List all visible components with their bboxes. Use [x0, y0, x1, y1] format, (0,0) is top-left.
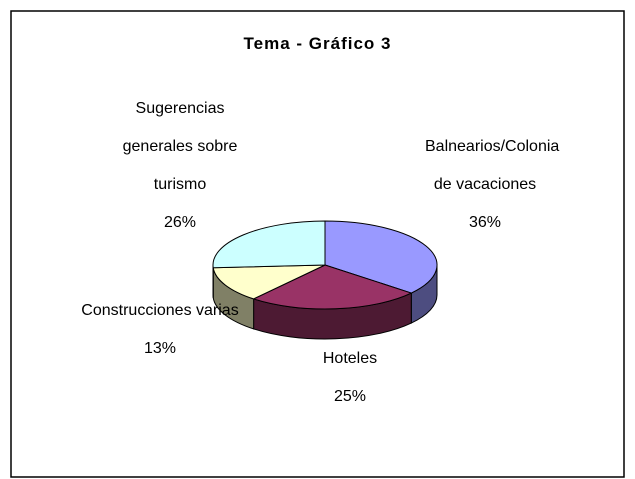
slice-value: 13%	[143, 340, 177, 357]
slice-name: Construcciones varias	[81, 302, 239, 319]
slice-label: Sugerencias generales sobre turismo 26%	[120, 90, 240, 242]
slice-value: 36%	[468, 214, 502, 231]
slice-value: 25%	[333, 388, 367, 405]
pie-slice	[252, 264, 413, 310]
slice-label: Hoteles 25%	[290, 340, 410, 416]
pie-slice	[212, 264, 326, 300]
chart-title: Tema - Gráfico 3	[243, 34, 392, 53]
slice-name: Hoteles	[322, 350, 378, 367]
slice-name: Sugerencias generales sobre turismo	[122, 100, 238, 193]
slice-name: Balnearios/Colonia de vacaciones	[425, 138, 560, 193]
pie-slice	[212, 220, 326, 269]
slice-value: 26%	[163, 214, 197, 231]
pie-slice	[324, 220, 438, 294]
slice-label: Balnearios/Colonia de vacaciones 36%	[425, 128, 560, 242]
slice-label: Construcciones varias 13%	[75, 292, 245, 368]
